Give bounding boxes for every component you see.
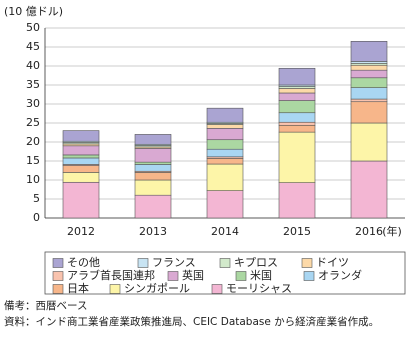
x-tick-label: 2016 — [355, 225, 383, 238]
bar-segment — [134, 148, 172, 163]
note: 備考：西暦ベース — [4, 299, 87, 312]
legend-label: フランス — [152, 256, 196, 269]
x-tick-label: 2015 — [283, 225, 311, 238]
x-tick-label: 2014 — [211, 225, 239, 238]
bar-segment — [278, 131, 316, 183]
bar-segment — [134, 164, 172, 172]
source: 資料：インド商工業省産業政策推進局、CEIC Database から経済産業省作… — [4, 315, 379, 328]
bar-segment — [206, 124, 244, 129]
bar-segment — [206, 158, 244, 165]
x-unit-label: (年) — [382, 224, 402, 238]
bar-segment — [350, 122, 388, 162]
y-tick-label: 45 — [26, 40, 40, 53]
legend-label: ドイツ — [316, 256, 349, 269]
bar-segment — [206, 163, 244, 191]
bar-segment — [134, 161, 172, 165]
unit-label: (10 億ドル) — [4, 5, 63, 18]
legend-label: 日本 — [67, 281, 89, 295]
bar-segment — [350, 98, 388, 103]
bar-segment — [62, 130, 100, 142]
bar-segment — [278, 88, 316, 94]
y-tick-label: 15 — [26, 154, 40, 167]
legend-label: アラブ首長国連邦 — [67, 268, 155, 282]
bar-segment — [62, 165, 100, 173]
y-tick-label: 50 — [26, 21, 40, 34]
x-tick-label: 2012 — [67, 225, 95, 238]
legend-label: モーリシャス — [226, 282, 292, 295]
bar-segment — [206, 128, 244, 141]
legend-swatch — [235, 271, 247, 281]
legend-swatch — [52, 284, 64, 294]
bar-segment — [62, 181, 100, 219]
bar-segment — [278, 67, 316, 86]
bar-segment — [206, 190, 244, 219]
bar-segment — [278, 182, 316, 219]
bar-segment — [278, 112, 316, 123]
bar-segment — [62, 145, 100, 156]
y-tick-label: 35 — [26, 78, 40, 91]
bar-segment — [62, 157, 100, 165]
bar-segment — [350, 69, 388, 79]
bar-segment — [206, 139, 244, 150]
bar-segment — [62, 154, 100, 159]
legend-label: キプロス — [234, 256, 278, 269]
bar-segment — [350, 40, 388, 62]
legend-swatch — [219, 258, 231, 268]
bar-segment — [350, 64, 388, 71]
legend-label: 米国 — [250, 269, 272, 282]
y-tick-label: 25 — [26, 116, 40, 129]
legend-swatch — [109, 284, 121, 294]
bar-segment — [350, 77, 388, 88]
legend-swatch — [52, 271, 64, 281]
legend-box — [44, 251, 406, 295]
y-tick-label: 30 — [26, 97, 40, 110]
bar-segment — [206, 148, 244, 158]
y-tick-label: 40 — [26, 59, 40, 72]
bar-segment — [134, 134, 172, 145]
bar-segment — [134, 194, 172, 219]
bar-segment — [278, 92, 316, 101]
x-tick-label: 2013 — [139, 225, 167, 238]
legend-label: シンガポール — [124, 282, 190, 295]
bar-segment — [350, 87, 388, 100]
bar-segment — [278, 124, 316, 133]
legend-label: 英国 — [182, 268, 204, 282]
legend-swatch — [137, 258, 149, 268]
legend-swatch — [303, 271, 315, 281]
bar-segment — [350, 101, 388, 124]
y-tick-label: 20 — [26, 135, 40, 148]
bar-segment — [278, 100, 316, 114]
legend-swatch — [211, 284, 223, 294]
legend-swatch — [301, 258, 313, 268]
bar-segment — [278, 121, 316, 126]
bar-segment — [62, 172, 100, 183]
legend-label: オランダ — [318, 268, 362, 282]
y-tick-label: 5 — [33, 192, 40, 205]
bar-segment — [134, 172, 172, 181]
legend-label: その他 — [67, 256, 100, 269]
bar-segment — [350, 160, 388, 219]
legend-swatch — [52, 258, 64, 268]
bar-segment — [206, 107, 244, 123]
y-tick-label: 10 — [26, 173, 40, 186]
legend-swatch — [167, 271, 179, 281]
y-tick-label: 0 — [33, 211, 40, 224]
bar-segment — [134, 179, 172, 196]
